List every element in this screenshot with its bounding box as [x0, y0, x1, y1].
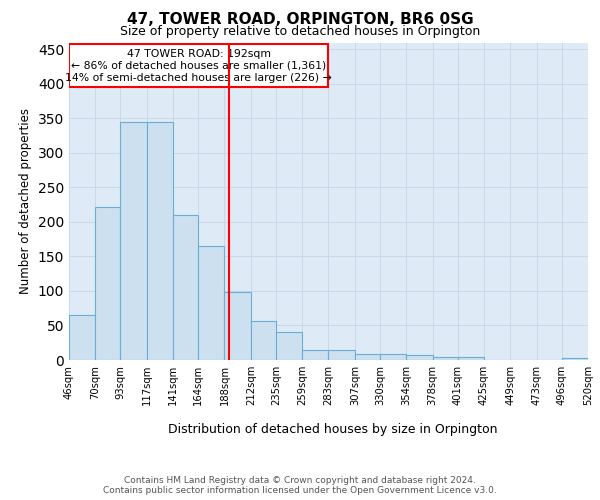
FancyBboxPatch shape [69, 44, 329, 88]
Y-axis label: Number of detached properties: Number of detached properties [19, 108, 32, 294]
Bar [562, 358, 588, 360]
Bar [69, 315, 95, 360]
Text: Contains HM Land Registry data © Crown copyright and database right 2024.
Contai: Contains HM Land Registry data © Crown c… [103, 476, 497, 495]
Bar [380, 354, 406, 360]
Bar [251, 320, 276, 360]
Text: Distribution of detached houses by size in Orpington: Distribution of detached houses by size … [168, 422, 498, 436]
Bar [329, 350, 355, 360]
Bar [458, 357, 484, 360]
Bar [147, 122, 173, 360]
Text: ← 86% of detached houses are smaller (1,361): ← 86% of detached houses are smaller (1,… [71, 60, 326, 70]
Bar [302, 350, 329, 360]
Bar [406, 355, 433, 360]
Bar [355, 354, 380, 360]
Text: Size of property relative to detached houses in Orpington: Size of property relative to detached ho… [120, 25, 480, 38]
Bar [95, 207, 121, 360]
Bar [173, 215, 198, 360]
Bar [276, 332, 302, 360]
Text: 47 TOWER ROAD: 192sqm: 47 TOWER ROAD: 192sqm [127, 48, 271, 58]
Bar [433, 356, 458, 360]
Text: 14% of semi-detached houses are larger (226) →: 14% of semi-detached houses are larger (… [65, 74, 332, 84]
Text: 47, TOWER ROAD, ORPINGTON, BR6 0SG: 47, TOWER ROAD, ORPINGTON, BR6 0SG [127, 12, 473, 28]
Bar [121, 122, 147, 360]
Bar [198, 246, 224, 360]
Bar [224, 292, 251, 360]
